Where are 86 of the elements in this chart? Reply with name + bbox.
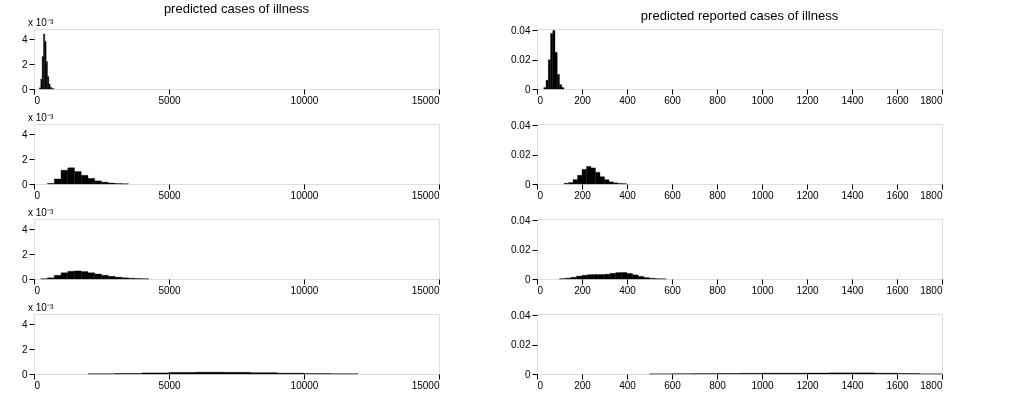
- y-tick-label: 0.02: [511, 149, 531, 161]
- x-tick-label: 1400: [841, 284, 865, 296]
- y-tick-label: 0: [21, 178, 28, 190]
- x-tick-label: 600: [664, 189, 682, 201]
- x-tick-label: 1400: [841, 189, 865, 201]
- text: x 10⁻³: [28, 17, 54, 28]
- x-tick-label: 10000: [290, 379, 319, 391]
- x-tick-label: 1000: [751, 379, 775, 391]
- x-tick-label: 5000: [158, 94, 182, 106]
- x-tick-label: 200: [574, 94, 592, 106]
- y-tick-label: 0.04: [511, 214, 531, 226]
- x-tick-label: 1200: [796, 284, 820, 296]
- x-tick-label: 600: [664, 379, 682, 391]
- x-tick-label: 5000: [158, 189, 182, 201]
- x-tick-label: 0: [537, 94, 544, 106]
- x-tick-label: 15000: [411, 379, 440, 391]
- text: x 10⁻³: [28, 302, 54, 313]
- x-tick-label: 0: [34, 189, 41, 201]
- x-tick-label: 200: [574, 189, 592, 201]
- x-tick-label: 1600: [886, 379, 910, 391]
- x-tick-label: 0: [34, 379, 41, 391]
- x-tick-label: 1200: [796, 379, 820, 391]
- x-tick-label: 200: [574, 379, 592, 391]
- x-tick-label: 0: [537, 284, 544, 296]
- x-tick-label: 5000: [158, 284, 182, 296]
- x-tick-label: 1800: [920, 379, 943, 391]
- y-tick-label: 2: [21, 58, 28, 70]
- x-tick-label: 10000: [290, 189, 319, 201]
- x-tick-label: 0: [34, 284, 41, 296]
- x-tick-label: 200: [574, 284, 592, 296]
- x-tick-label: 5000: [158, 379, 182, 391]
- y-tick-label: 0.04: [511, 119, 531, 131]
- x-tick-label: 1600: [886, 284, 910, 296]
- y-tick-label: 0: [21, 368, 28, 380]
- x-tick-label: 15000: [411, 284, 440, 296]
- x-tick-label: 800: [709, 189, 727, 201]
- x-tick-label: 1800: [920, 94, 943, 106]
- y-tick-label: 2: [21, 343, 28, 355]
- y-tick-label: 4: [21, 33, 28, 45]
- y-tick-label: 0.04: [511, 24, 531, 36]
- y-tick-label: 0.02: [511, 244, 531, 256]
- x-tick-label: 400: [619, 284, 637, 296]
- x-tick-label: 1000: [751, 284, 775, 296]
- x-tick-label: 1200: [796, 94, 820, 106]
- y-tick-label: 0: [524, 273, 531, 285]
- y-tick-label: 2: [21, 153, 28, 165]
- x-tick-label: 800: [709, 379, 727, 391]
- y-tick-label: 0.02: [511, 339, 531, 351]
- x-tick-label: 600: [664, 94, 682, 106]
- y-tick-label: 0.02: [511, 54, 531, 66]
- y-tick-label: 0: [524, 178, 531, 190]
- y-tick-label: 2: [21, 248, 28, 260]
- x-tick-label: 10000: [290, 284, 319, 296]
- x-tick-label: 1800: [920, 284, 943, 296]
- x-tick-label: 400: [619, 379, 637, 391]
- y-tick-label: 0: [524, 368, 531, 380]
- x-tick-label: 0: [34, 94, 41, 106]
- y-tick-label: 4: [21, 318, 28, 330]
- x-tick-label: 600: [664, 284, 682, 296]
- text: x 10⁻³: [28, 112, 54, 123]
- x-tick-label: 0: [537, 189, 544, 201]
- y-tick-label: 4: [21, 223, 28, 235]
- x-tick-label: 1600: [886, 94, 910, 106]
- x-tick-label: 1600: [886, 189, 910, 201]
- y-tick-label: 0: [21, 273, 28, 285]
- x-tick-label: 400: [619, 189, 637, 201]
- x-tick-label: 1800: [920, 189, 943, 201]
- x-tick-label: 1400: [841, 379, 865, 391]
- y-tick-label: 0: [21, 83, 28, 95]
- x-tick-label: 1000: [751, 94, 775, 106]
- x-tick-label: 15000: [411, 94, 440, 106]
- x-tick-label: 800: [709, 284, 727, 296]
- x-tick-label: 1200: [796, 189, 820, 201]
- x-tick-label: 800: [709, 94, 727, 106]
- x-tick-label: 10000: [290, 94, 319, 106]
- x-tick-label: 1400: [841, 94, 865, 106]
- x-tick-label: 0: [537, 379, 544, 391]
- y-tick-label: 4: [21, 128, 28, 140]
- chart-title: predicted cases of illness: [163, 1, 310, 16]
- chart-title: predicted reported cases of illness: [640, 8, 839, 24]
- y-tick-label: 0: [524, 83, 531, 95]
- x-tick-label: 15000: [411, 189, 440, 201]
- y-tick-label: 0.04: [511, 309, 531, 321]
- x-tick-label: 1000: [751, 189, 775, 201]
- text: x 10⁻³: [28, 207, 54, 218]
- x-tick-label: 400: [619, 94, 637, 106]
